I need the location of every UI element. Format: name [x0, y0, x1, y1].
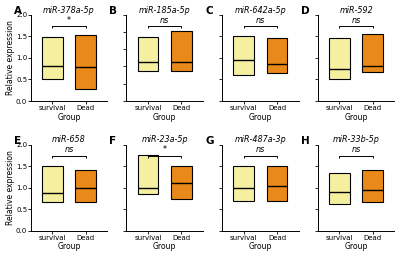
PathPatch shape — [362, 170, 383, 201]
Text: H: H — [301, 136, 310, 146]
X-axis label: Group: Group — [153, 242, 176, 251]
PathPatch shape — [233, 166, 254, 201]
Text: A: A — [14, 6, 22, 16]
Y-axis label: Relative expression: Relative expression — [6, 20, 14, 95]
PathPatch shape — [329, 173, 350, 204]
Title: miR-487a-3p: miR-487a-3p — [234, 135, 286, 144]
X-axis label: Group: Group — [344, 113, 368, 122]
PathPatch shape — [75, 170, 96, 201]
PathPatch shape — [75, 35, 96, 89]
Title: miR-185a-5p: miR-185a-5p — [139, 6, 190, 15]
X-axis label: Group: Group — [344, 242, 368, 251]
PathPatch shape — [171, 31, 192, 71]
X-axis label: Group: Group — [57, 113, 81, 122]
Title: miR-658: miR-658 — [52, 135, 86, 144]
Text: ns: ns — [256, 145, 265, 154]
PathPatch shape — [267, 38, 288, 73]
PathPatch shape — [267, 166, 288, 201]
PathPatch shape — [42, 37, 63, 79]
PathPatch shape — [233, 36, 254, 75]
Text: ns: ns — [64, 145, 74, 154]
X-axis label: Group: Group — [153, 113, 176, 122]
Text: ns: ns — [352, 145, 361, 154]
Text: ns: ns — [160, 16, 169, 25]
PathPatch shape — [42, 166, 63, 201]
Title: miR-378a-5p: miR-378a-5p — [43, 6, 95, 15]
Y-axis label: Relative expression: Relative expression — [6, 150, 14, 225]
Text: *: * — [67, 16, 71, 25]
X-axis label: Group: Group — [249, 113, 272, 122]
PathPatch shape — [138, 37, 158, 71]
PathPatch shape — [362, 34, 383, 72]
Text: C: C — [205, 6, 213, 16]
Text: B: B — [110, 6, 118, 16]
Title: miR-642a-5p: miR-642a-5p — [234, 6, 286, 15]
Text: D: D — [301, 6, 310, 16]
Text: ns: ns — [352, 16, 361, 25]
Title: miR-33b-5p: miR-33b-5p — [333, 135, 380, 144]
Title: miR-592: miR-592 — [339, 6, 373, 15]
Text: *: * — [163, 145, 167, 154]
Text: F: F — [110, 136, 117, 146]
PathPatch shape — [329, 38, 350, 79]
Text: ns: ns — [256, 16, 265, 25]
X-axis label: Group: Group — [57, 242, 81, 251]
PathPatch shape — [138, 155, 158, 194]
PathPatch shape — [171, 166, 192, 198]
Text: G: G — [205, 136, 214, 146]
Text: E: E — [14, 136, 21, 146]
X-axis label: Group: Group — [249, 242, 272, 251]
Title: miR-23a-5p: miR-23a-5p — [141, 135, 188, 144]
